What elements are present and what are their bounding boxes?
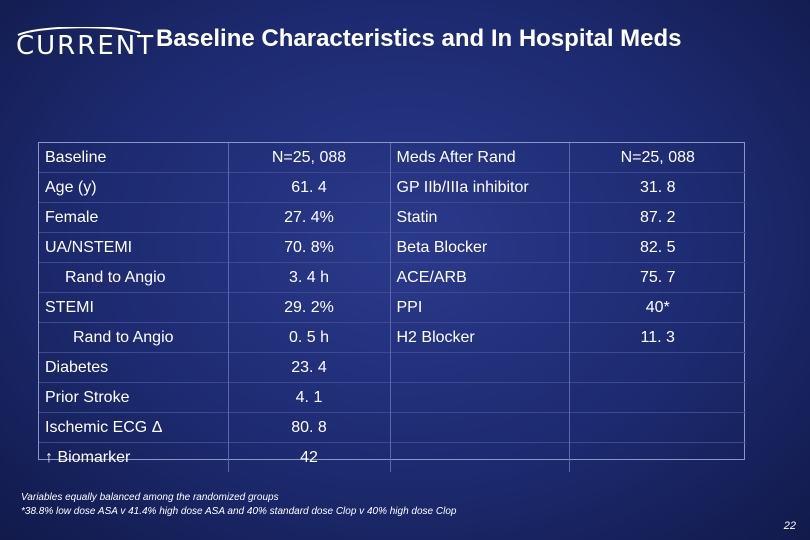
table-cell xyxy=(568,442,746,472)
table-cell xyxy=(389,352,569,383)
table-row: ↑ Biomarker 42 xyxy=(39,442,746,472)
table-cell xyxy=(389,382,569,413)
table-cell xyxy=(389,442,569,472)
table-cell: Statin xyxy=(389,202,569,233)
table-header-row: Baseline N=25, 088 Meds After Rand N=25, 08… xyxy=(39,143,746,173)
table-cell: Age (y) xyxy=(39,172,228,203)
table-cell: 27. 4% xyxy=(227,202,390,233)
table-row: Age (y) 61. 4 GP IIb/IIIa inhibitor 31. 8 xyxy=(39,172,746,203)
table-cell: 29. 2% xyxy=(227,292,390,323)
table-cell: Female xyxy=(39,202,228,233)
table-cell: H2 Blocker xyxy=(389,322,569,353)
table-cell: Baseline xyxy=(45,148,107,166)
table-cell xyxy=(389,412,569,443)
table-cell: 0. 5 h xyxy=(227,322,390,353)
table-cell: Meds After Rand xyxy=(389,143,569,173)
table-cell: 42 xyxy=(227,442,390,472)
table-row: Prior Stroke 4. 1 xyxy=(39,382,746,413)
table-cell xyxy=(568,352,746,383)
table-cell: 4. 1 xyxy=(227,382,390,413)
table-cell: 80. 8 xyxy=(227,412,390,443)
table-cell: 70. 8% xyxy=(227,232,390,263)
page-number: 22 xyxy=(783,520,796,532)
table-cell: UA/NSTEMI xyxy=(39,232,228,263)
footnotes: Variables equally balanced among the ran… xyxy=(21,491,456,519)
table-cell: PPI xyxy=(389,292,569,323)
table-cell: 31. 8 xyxy=(568,172,746,203)
table-cell: 23. 4 xyxy=(227,352,390,383)
table-row: Ischemic ECG Δ 80. 8 xyxy=(39,412,746,443)
table-cell: N=25, 088 xyxy=(568,143,746,173)
table-cell: 82. 5 xyxy=(568,232,746,263)
table-row: UA/NSTEMI 70. 8% Beta Blocker 82. 5 xyxy=(39,232,746,263)
logo-swoosh-icon xyxy=(17,27,141,36)
table-cell: 87. 2 xyxy=(568,202,746,233)
slide-title: Baseline Characteristics and In Hospital… xyxy=(156,25,682,52)
table-cell: 3. 4 h xyxy=(227,262,390,293)
table-row: STEMI 29. 2% PPI 40* xyxy=(39,292,746,323)
table-cell: 40* xyxy=(568,292,746,323)
table-cell: 61. 4 xyxy=(227,172,390,203)
table-row: Rand to Angio 3. 4 h ACE/ARB 75. 7 xyxy=(39,262,746,293)
table-cell: Ischemic ECG Δ xyxy=(39,412,228,443)
table-cell: 75. 7 xyxy=(568,262,746,293)
table-row: Diabetes 23. 4 xyxy=(39,352,746,383)
table-cell: ↑ Biomarker xyxy=(39,442,228,472)
table-cell: Rand to Angio xyxy=(39,262,228,293)
table-cell: Rand to Angio xyxy=(39,322,228,353)
table-cell: N=25, 088 xyxy=(227,143,390,173)
logo-text: CURRENT xyxy=(16,31,156,61)
table-cell: ACE/ARB xyxy=(389,262,569,293)
footnote-1: Variables equally balanced among the ran… xyxy=(21,492,279,503)
table-cell: Prior Stroke xyxy=(39,382,228,413)
table-row: Female 27. 4% Statin 87. 2 xyxy=(39,202,746,233)
footnote-2: *38.8% low dose ASA v 41.4% high dose AS… xyxy=(21,506,457,517)
table-cell xyxy=(568,382,746,413)
table-cell: Beta Blocker xyxy=(389,232,569,263)
table-row: Rand to Angio 0. 5 h H2 Blocker 11. 3 xyxy=(39,322,746,353)
table-cell: Diabetes xyxy=(39,352,228,383)
table-cell: 11. 3 xyxy=(568,322,746,353)
table-cell: GP IIb/IIIa inhibitor xyxy=(389,172,569,203)
baseline-table: Baseline N=25, 088 Meds After Rand N=25, 08… xyxy=(38,142,746,472)
current-logo: CURRENT xyxy=(10,27,153,67)
table-cell xyxy=(568,412,746,443)
table-cell: STEMI xyxy=(39,292,228,323)
